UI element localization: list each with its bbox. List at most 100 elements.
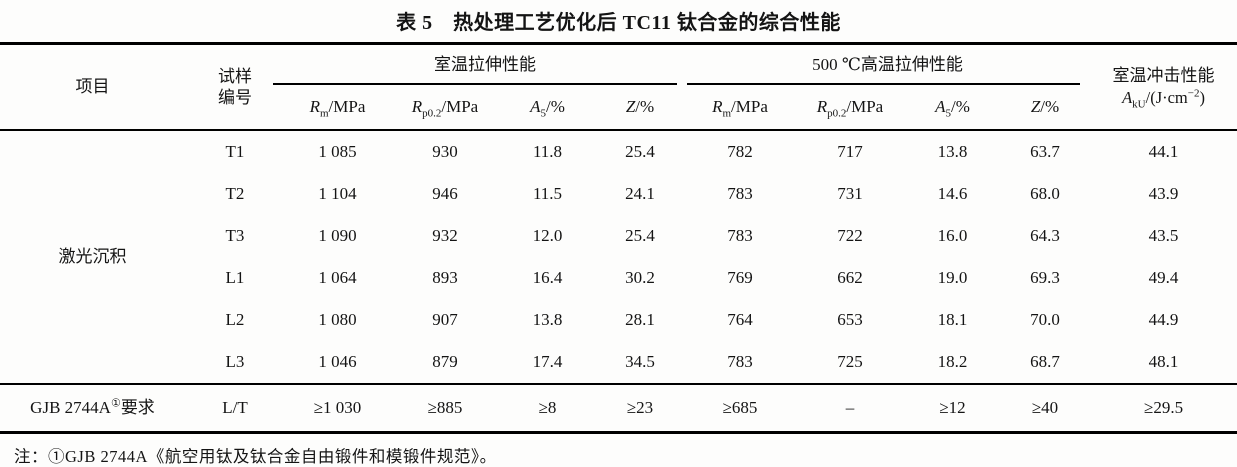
col-header-z-ht: Z/% bbox=[1000, 85, 1091, 131]
table-cell: 19.0 bbox=[937, 268, 968, 288]
table-cell: 63.7 bbox=[1030, 142, 1060, 162]
col-header-a5-ht: A5/% bbox=[905, 85, 1000, 131]
table-cell: 783 bbox=[727, 184, 753, 204]
table-cell: ≥8 bbox=[500, 383, 595, 433]
impact-header-text: 室温冲击性能 bbox=[1112, 66, 1215, 86]
table-cell: 24.1 bbox=[625, 184, 655, 204]
table-cell: 879 bbox=[432, 352, 458, 372]
group-header-high-temp-tensile: 500 ℃高温拉伸性能 bbox=[685, 44, 1090, 86]
table-footnote: 注：①GJB 2744A《航空用钛及钛合金自由锻件和模锻件规范》。 bbox=[14, 447, 497, 466]
table-cell: ≥40 bbox=[1000, 383, 1091, 433]
table-cell: 783 bbox=[727, 352, 753, 372]
col-header-rm-ht: Rm/MPa bbox=[685, 85, 795, 131]
sample-id: T1 bbox=[225, 142, 245, 162]
sample-id-line2: 编号 bbox=[218, 88, 252, 107]
table-body: 激光沉积 T1 1 085 930 11.8 25.4 782 717 13.8… bbox=[0, 130, 1237, 384]
sample-id: L1 bbox=[225, 268, 245, 288]
table-cell: 11.5 bbox=[532, 184, 563, 204]
table-cell: 70.0 bbox=[1030, 310, 1060, 330]
table-cell: 25.4 bbox=[625, 142, 655, 162]
table-title: 表 5 热处理工艺优化后 TC11 钛合金的综合性能 bbox=[396, 12, 841, 34]
group-header-room-temp-tensile: 室温拉伸性能 bbox=[273, 44, 685, 86]
col-header-z-rt: Z/% bbox=[595, 85, 685, 131]
table-cell: 1 104 bbox=[318, 184, 357, 204]
sample-id: L2 bbox=[225, 310, 245, 330]
sample-id: T3 bbox=[225, 226, 245, 246]
table-cell: 48.1 bbox=[1148, 352, 1179, 372]
table-row: 激光沉积 T1 1 085 930 11.8 25.4 782 717 13.8… bbox=[0, 130, 1237, 266]
table-cell: 44.1 bbox=[1148, 142, 1179, 162]
col-header-item: 项目 bbox=[0, 43, 185, 131]
table-cell: ≥29.5 bbox=[1090, 383, 1237, 433]
col-header-rm-rt: Rm/MPa bbox=[285, 85, 390, 131]
table-cell: 725 bbox=[837, 352, 863, 372]
table-cell: 16.4 bbox=[532, 268, 563, 288]
table-cell: 782 bbox=[727, 142, 753, 162]
sample-id: T2 bbox=[225, 184, 245, 204]
table-cell: 932 bbox=[432, 226, 458, 246]
table-cell: 34.5 bbox=[625, 352, 655, 372]
requirement-label: GJB 2744A①要求 bbox=[0, 383, 185, 433]
table-cell: 946 bbox=[432, 184, 458, 204]
table-cell: 13.8 bbox=[937, 142, 968, 162]
table-cell: 14.6 bbox=[937, 184, 968, 204]
table-cell: 43.5 bbox=[1148, 226, 1179, 246]
sample-id-line1: 试样 bbox=[218, 66, 252, 86]
table-cell: 18.1 bbox=[937, 310, 968, 330]
col-header-impact: 室温冲击性能 AkU/(J·cm−2) bbox=[1090, 43, 1237, 131]
header-row-subcolumns: Rm/MPa Rp0.2/MPa A5/% Z/% Rm/MPa Rp0.2/M… bbox=[0, 85, 1237, 131]
col-header-sample-id: 试样 编号 bbox=[185, 43, 285, 131]
table-cell: 653 bbox=[837, 310, 863, 330]
table-cell: 1 085 bbox=[318, 142, 357, 162]
table-cell: 44.9 bbox=[1148, 310, 1179, 330]
table-cell: 783 bbox=[727, 226, 753, 246]
table-row: T3 1 090 932 12.0 25.4 783 722 16.0 64.3… bbox=[0, 215, 1237, 257]
table-row: L3 1 046 879 17.4 34.5 783 725 18.2 68.7… bbox=[0, 341, 1237, 384]
table-cell: 717 bbox=[837, 142, 863, 162]
table-cell: ≥12 bbox=[905, 383, 1000, 433]
table-cell: 11.8 bbox=[532, 142, 563, 162]
table-cell: 13.8 bbox=[532, 310, 563, 330]
table-cell: 764 bbox=[727, 310, 753, 330]
table-cell: 17.4 bbox=[532, 352, 563, 372]
process-group-label: 激光沉积 bbox=[58, 247, 127, 267]
table-cell: ≥885 bbox=[390, 383, 500, 433]
table-cell: 769 bbox=[727, 268, 753, 288]
footnote-marker: ① bbox=[110, 397, 121, 410]
table-cell: 907 bbox=[432, 310, 458, 330]
table-header: 项目 试样 编号 室温拉伸性能 500 ℃高温拉伸性能 室温冲击性能 AkU/(… bbox=[0, 43, 1237, 131]
header-row-groups: 项目 试样 编号 室温拉伸性能 500 ℃高温拉伸性能 室温冲击性能 AkU/(… bbox=[0, 43, 1237, 131]
table-cell: 25.4 bbox=[625, 226, 655, 246]
table-cell: 930 bbox=[432, 142, 458, 162]
table-cell: ≥1 030 bbox=[285, 383, 390, 433]
table-cell: 893 bbox=[432, 268, 458, 288]
table-cell: ≥23 bbox=[595, 383, 685, 433]
table-cell: 18.2 bbox=[937, 352, 968, 372]
table-cell: 12.0 bbox=[532, 226, 563, 246]
properties-table: 项目 试样 编号 室温拉伸性能 500 ℃高温拉伸性能 室温冲击性能 AkU/(… bbox=[0, 42, 1237, 434]
table-cell: 1 046 bbox=[318, 352, 357, 372]
table-row: L1 1 064 893 16.4 30.2 769 662 19.0 69.3… bbox=[0, 257, 1237, 299]
table-cell: 1 064 bbox=[318, 268, 357, 288]
col-header-a5-rt: A5/% bbox=[500, 85, 595, 131]
table-cell: 662 bbox=[837, 268, 863, 288]
table-cell: 1 090 bbox=[318, 226, 357, 246]
table-cell: 722 bbox=[837, 226, 863, 246]
table-cell: 64.3 bbox=[1030, 226, 1060, 246]
table-cell: 43.9 bbox=[1148, 184, 1179, 204]
impact-formula: AkU/(J·cm−2) bbox=[1122, 87, 1205, 111]
requirement-row: GJB 2744A①要求 L/T ≥1 030 ≥885 ≥8 ≥23 ≥685… bbox=[0, 383, 1237, 433]
requirement-section: GJB 2744A①要求 L/T ≥1 030 ≥885 ≥8 ≥23 ≥685… bbox=[0, 383, 1237, 433]
sample-id: L/T bbox=[185, 383, 285, 433]
table-row: L2 1 080 907 13.8 28.1 764 653 18.1 70.0… bbox=[0, 299, 1237, 341]
table-cell: 30.2 bbox=[625, 268, 655, 288]
table-cell: ≥685 bbox=[685, 383, 795, 433]
sample-id: L3 bbox=[225, 352, 245, 372]
table-cell: 68.7 bbox=[1030, 352, 1060, 372]
table-cell: – bbox=[795, 383, 905, 433]
table-row: T2 1 104 946 11.5 24.1 783 731 14.6 68.0… bbox=[0, 173, 1237, 215]
table-cell: 69.3 bbox=[1030, 268, 1060, 288]
col-header-rp02-ht: Rp0.2/MPa bbox=[795, 85, 905, 131]
table-cell: 49.4 bbox=[1148, 268, 1179, 288]
table-cell: 16.0 bbox=[937, 226, 968, 246]
